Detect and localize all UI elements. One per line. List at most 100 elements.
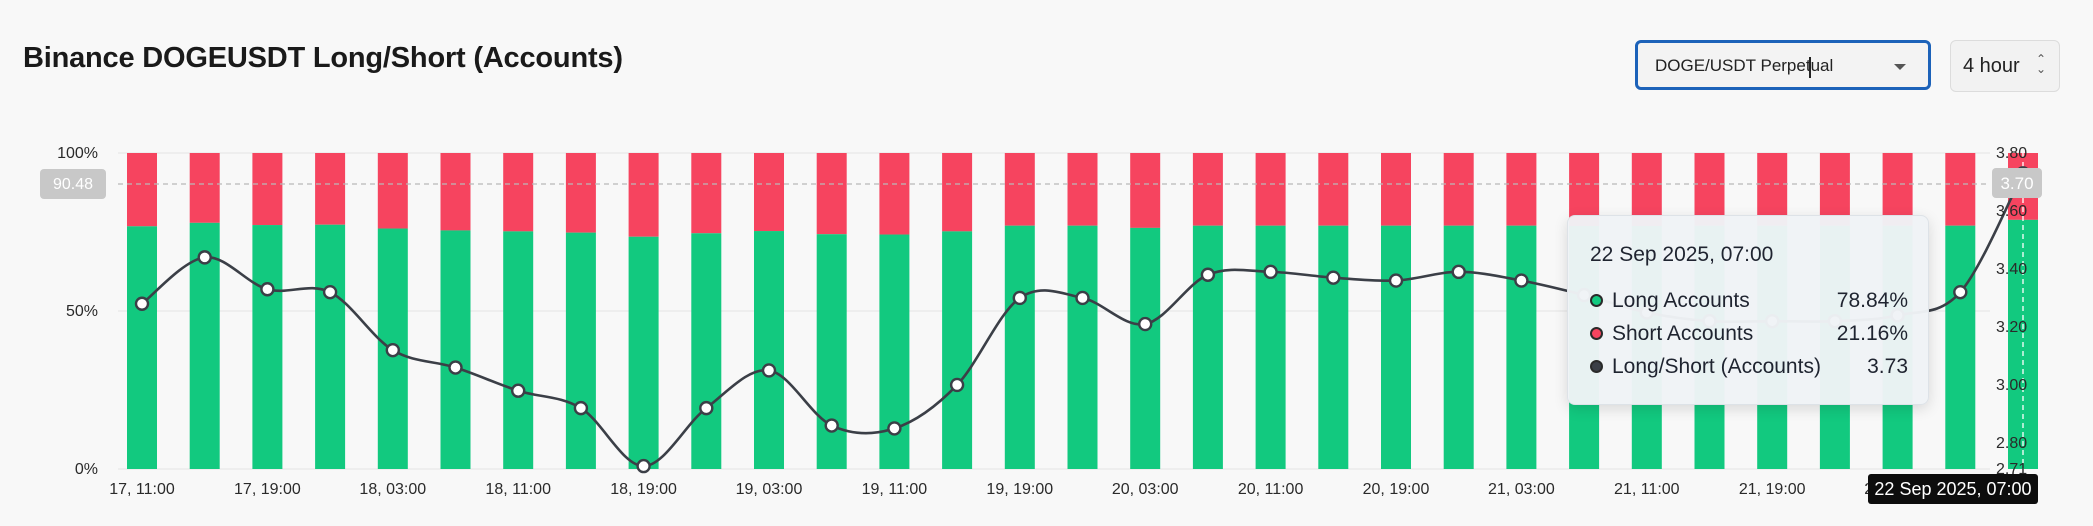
ratio-point: [824, 418, 839, 433]
x-axis-tick: 20, 19:00: [1363, 481, 1430, 498]
tooltip-row-value: 21.16%: [1836, 322, 1908, 345]
symbol-select-value: DOGE/USDT Perpetual: [1655, 56, 1834, 75]
x-axis-tick: 20, 11:00: [1238, 481, 1304, 498]
short-bar: [1694, 153, 1725, 226]
chart-tooltip: 22 Sep 2025, 07:00 Long Accounts 78.84% …: [1567, 215, 1929, 405]
crosshair-left-value: 90.48: [53, 176, 93, 193]
long-bar: [315, 224, 346, 469]
short-bar: [1819, 153, 1850, 226]
x-axis-tick: 21, 03:00: [1488, 481, 1555, 498]
x-axis-tick: 18, 19:00: [610, 481, 677, 498]
left-axis-tick: 0%: [75, 461, 98, 478]
ratio-point: [1388, 273, 1404, 288]
right-axis-tick: 3.60: [1996, 203, 2027, 220]
short-bar: [942, 153, 973, 232]
short-bar: [1569, 153, 1600, 226]
right-axis-tick: 3.80: [1996, 145, 2027, 162]
short-bar: [754, 153, 784, 232]
long-bar: [252, 225, 283, 469]
x-axis-tick: 19, 19:00: [986, 481, 1053, 498]
tooltip-row-value: 3.73: [1867, 355, 1908, 378]
short-bar: [1255, 153, 1286, 226]
short-bar: [1004, 153, 1035, 226]
long-bar: [754, 231, 784, 469]
long-bar: [1130, 227, 1161, 469]
ratio-point: [887, 421, 902, 436]
x-axis-tick: 21, 11:00: [1614, 481, 1680, 498]
ratio-point: [1263, 264, 1278, 280]
ratio-point: [1326, 270, 1341, 285]
up-down-chevron-icon: ⌃ ⌄: [2035, 52, 2046, 76]
long-bar: [628, 236, 659, 469]
short-bar: [691, 153, 722, 234]
ratio-point: [448, 360, 463, 375]
ratio-point: [1200, 267, 1216, 282]
long-bar: [1945, 225, 1976, 469]
long-bar: [565, 232, 596, 469]
x-axis-tick: 19, 11:00: [862, 481, 928, 498]
symbol-select[interactable]: DOGE/USDT Perpetual: [1635, 40, 1931, 90]
crosshair-right-badge: [1992, 168, 2042, 198]
text-caret: [1809, 57, 1811, 78]
ratio-point: [134, 296, 150, 311]
short-bar: [1443, 153, 1474, 226]
x-axis-tick: 18, 03:00: [359, 481, 426, 498]
short-bar: [1192, 153, 1223, 226]
short-bar: [1381, 153, 1411, 226]
interval-select[interactable]: 4 hour ⌃ ⌄: [1950, 40, 2060, 92]
long-bar: [1318, 225, 1349, 469]
ratio-point: [636, 458, 651, 474]
long-bar: [1067, 225, 1098, 469]
ratio-point: [699, 400, 714, 416]
long-bar: [1004, 225, 1035, 469]
ratio-point: [322, 284, 338, 300]
long-bar: [127, 226, 157, 469]
left-axis-tick: 50%: [66, 303, 98, 320]
ratio-point: [949, 377, 965, 393]
short-bar: [440, 153, 471, 231]
long-bar: [1381, 225, 1411, 469]
long-bar: [1506, 225, 1537, 469]
chart-title: Binance DOGEUSDT Long/Short (Accounts): [23, 42, 623, 74]
tooltip-row-label: Long Accounts: [1612, 289, 1750, 312]
right-axis-tick: 3.00: [1996, 377, 2027, 394]
ratio-point: [260, 282, 275, 297]
short-bar: [1067, 153, 1098, 226]
x-axis-tick: 18, 11:00: [485, 481, 551, 498]
crosshair-right-value: 3.70: [2000, 174, 2033, 193]
short-bar: [377, 153, 408, 229]
tooltip-row-ratio: Long/Short (Accounts) 3.73: [1590, 355, 1908, 381]
short-bar: [1631, 153, 1662, 226]
short-bar: [565, 153, 596, 233]
long-bar: [691, 233, 722, 469]
short-bar: [315, 153, 346, 225]
right-axis-tick: 2.80: [1996, 435, 2027, 452]
short-bar: [1945, 153, 1976, 226]
short-bar: [1882, 153, 1913, 226]
short-dot-icon: [1590, 327, 1603, 340]
ratio-point: [1012, 290, 1027, 306]
long-bar: [1443, 225, 1474, 469]
crosshair-time-label: 22 Sep 2025, 07:00: [1868, 474, 2038, 504]
ratio-point: [197, 250, 212, 265]
long-bar: [503, 231, 534, 469]
right-axis-tick: 2.71: [1996, 461, 2027, 478]
tooltip-row-value: 78.84%: [1836, 289, 1908, 312]
ratio-point: [573, 400, 589, 416]
chevron-down-icon: [1894, 64, 1906, 70]
right-axis-tick: 3.20: [1996, 319, 2027, 336]
ratio-point: [1514, 273, 1529, 288]
short-bar: [503, 153, 534, 232]
interval-select-value: 4 hour: [1963, 55, 2020, 77]
x-axis-tick: 21, 19:00: [1739, 481, 1806, 498]
ratio-point: [385, 342, 400, 358]
short-bar: [1506, 153, 1537, 226]
short-bar: [189, 153, 220, 223]
long-bar: [1255, 225, 1286, 469]
short-bar: [816, 153, 847, 235]
right-axis-tick: 3.40: [1996, 261, 2027, 278]
ratio-point: [1137, 316, 1153, 332]
ratio-dot-icon: [1590, 360, 1603, 373]
x-axis-tick: 17, 11:00: [109, 481, 175, 498]
long-bar: [440, 230, 471, 469]
